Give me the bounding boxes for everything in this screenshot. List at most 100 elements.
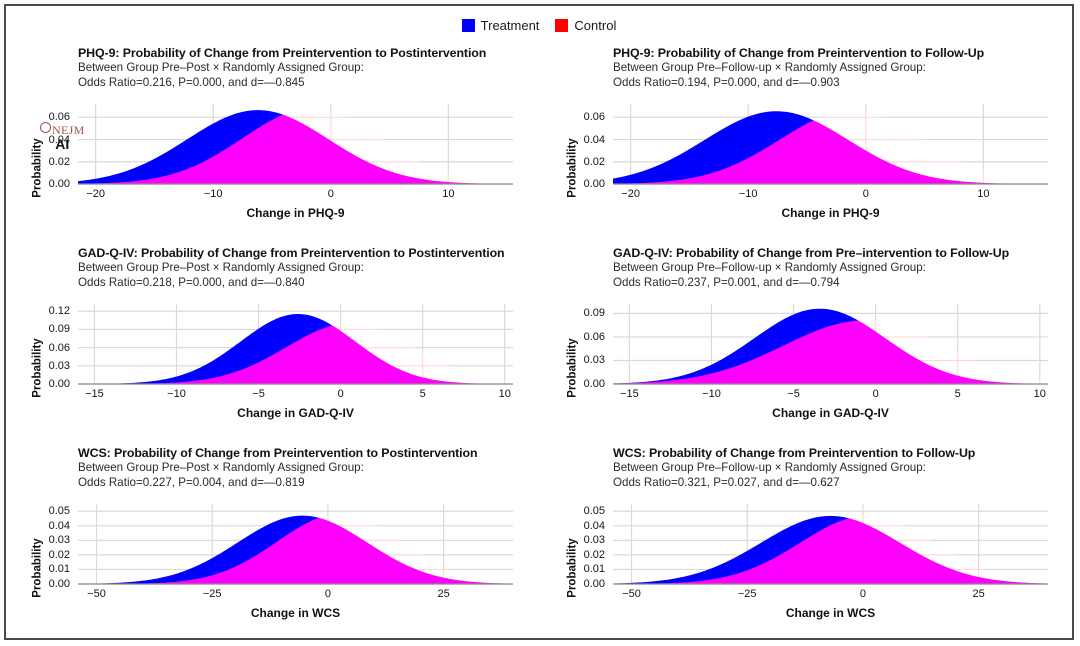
- chart-panel-gadqiv-followup: GAD-Q-IV: Probability of Change from Pre…: [541, 240, 1076, 440]
- density-curves: [613, 110, 1048, 184]
- chart-panel-gadqiv-post: GAD-Q-IV: Probability of Change from Pre…: [6, 240, 541, 440]
- x-axis-ticks: −20 −10 0 10: [78, 188, 513, 204]
- x-tick-label: −20: [621, 188, 640, 200]
- y-tick-label: 0.00: [583, 578, 605, 590]
- density-area-control: [613, 110, 1048, 184]
- panel-subtitle-line-1: Between Group Pre–Post × Randomly Assign…: [78, 261, 364, 274]
- panel-subtitle-line-1: Between Group Pre–Follow-up × Randomly A…: [613, 61, 926, 74]
- panel-title: WCS: Probability of Change from Preinter…: [78, 446, 478, 460]
- x-axis-label: Change in PHQ-9: [246, 206, 345, 220]
- panel-subtitle-line-2: Odds Ratio=0.194, P=0.000, and d=—0.903: [613, 76, 840, 90]
- x-tick-label: 5: [419, 388, 426, 400]
- y-tick-label: 0.03: [583, 354, 605, 367]
- panel-title: PHQ-9: Probability of Change from Preint…: [78, 46, 487, 60]
- y-axis-ticks: 0.00 0.03 0.06 0.09 0.12: [30, 304, 74, 390]
- y-tick-label: 0.02: [48, 155, 70, 168]
- plot-canvas: [613, 104, 1048, 184]
- chart-panel-phq9-post: PHQ-9: Probability of Change from Preint…: [6, 40, 541, 240]
- y-axis-ticks: 0.00 0.01 0.02 0.03 0.04 0.05: [30, 504, 74, 590]
- plot-area: Probability 0.00 0.02 0.04 0.06 −20 −10 0 10 Chan…: [6, 96, 541, 240]
- y-tick-label: 0.05: [48, 505, 70, 518]
- density-curves: [613, 308, 1048, 384]
- y-tick-label: 0.02: [583, 548, 605, 561]
- x-tick-label: −15: [85, 388, 104, 400]
- y-axis-ticks: 0.00 0.03 0.06 0.09: [565, 304, 609, 390]
- x-tick-label: −50: [622, 588, 641, 600]
- panel-title: PHQ-9: Probability of Change from Preint…: [613, 46, 985, 60]
- x-tick-label: 5: [954, 388, 961, 400]
- legend-swatch-treatment: [461, 18, 475, 32]
- plot-area: Probability 0.00 0.02 0.04 0.06 −20 −10 0 10 Chan…: [541, 96, 1076, 240]
- y-tick-label: 0.01: [48, 563, 70, 576]
- plot-area: Probability 0.00 0.03 0.06 0.09 0.12 −15 −10 −5 0…: [6, 296, 541, 440]
- y-tick-label: 0.04: [48, 519, 70, 532]
- y-tick-label: 0.06: [583, 330, 605, 343]
- y-tick-label: 0.12: [48, 305, 70, 318]
- panel-header: WCS: Probability of Change from Preinter…: [613, 446, 1070, 490]
- y-tick-label: 0.06: [48, 111, 70, 124]
- y-tick-label: 0.01: [583, 563, 605, 576]
- x-tick-label: 0: [859, 588, 866, 600]
- density-curves: [78, 514, 513, 584]
- x-tick-label: −15: [620, 388, 639, 400]
- x-axis-ticks: −15 −10 −5 0 5 10: [78, 388, 513, 404]
- x-axis-ticks: −15 −10 −5 0 5 10: [613, 388, 1048, 404]
- plot-canvas: [78, 104, 513, 184]
- x-tick-label: −50: [87, 588, 106, 600]
- panel-subtitle-line-1: Between Group Pre–Follow-up × Randomly A…: [613, 461, 926, 474]
- panel-title: GAD-Q-IV: Probability of Change from Pre…: [613, 246, 1010, 260]
- x-tick-label: 10: [442, 188, 455, 200]
- x-tick-label: −10: [702, 388, 721, 400]
- panel-subtitle-line-2: Odds Ratio=0.216, P=0.000, and d=—0.845: [78, 76, 305, 90]
- legend-item-treatment: Treatment: [461, 18, 539, 33]
- x-axis-ticks: −20 −10 0 10: [613, 188, 1048, 204]
- panel-subtitle-line-2: Odds Ratio=0.218, P=0.000, and d=—0.840: [78, 276, 305, 290]
- panel-header: WCS: Probability of Change from Preinter…: [78, 446, 535, 490]
- panel-grid: PHQ-9: Probability of Change from Preint…: [6, 40, 1076, 640]
- plot-canvas: [613, 304, 1048, 384]
- y-tick-label: 0.00: [48, 578, 70, 590]
- legend-item-control: Control: [555, 18, 616, 33]
- panel-header: GAD-Q-IV: Probability of Change from Pre…: [78, 246, 535, 290]
- y-tick-label: 0.02: [48, 548, 70, 561]
- plot-canvas: [613, 504, 1048, 584]
- chart-panel-phq9-followup: PHQ-9: Probability of Change from Preint…: [541, 40, 1076, 240]
- density-curves: [78, 314, 513, 384]
- plot-canvas: [78, 504, 513, 584]
- x-tick-label: −10: [167, 388, 186, 400]
- plot-area: Probability 0.00 0.03 0.06 0.09 −15 −10 −5 0 5 10 C…: [541, 296, 1076, 440]
- x-tick-label: 10: [1033, 388, 1046, 400]
- legend-swatch-control: [555, 18, 569, 32]
- panel-header: GAD-Q-IV: Probability of Change from Pre…: [613, 246, 1070, 290]
- x-tick-label: 25: [972, 588, 985, 600]
- y-axis-ticks: 0.00 0.02 0.04 0.06: [565, 104, 609, 190]
- y-tick-label: 0.03: [48, 359, 70, 372]
- x-tick-label: −5: [787, 388, 800, 400]
- plot-area: Probability 0.00 0.01 0.02 0.03 0.04 0.05 −50 −2…: [6, 496, 541, 640]
- x-tick-label: −20: [86, 188, 105, 200]
- y-tick-label: 0.02: [583, 155, 605, 168]
- y-tick-label: 0.09: [48, 323, 70, 336]
- x-tick-label: 10: [498, 388, 511, 400]
- y-tick-label: 0.04: [583, 519, 605, 532]
- y-tick-label: 0.00: [583, 378, 605, 390]
- y-axis-ticks: 0.00 0.01 0.02 0.03 0.04 0.05: [565, 504, 609, 590]
- x-tick-label: 0: [324, 588, 331, 600]
- x-axis-ticks: −50 −25 0 25: [613, 588, 1048, 604]
- panel-subtitle-line-1: Between Group Pre–Post × Randomly Assign…: [78, 461, 364, 474]
- x-tick-label: 0: [327, 188, 334, 200]
- y-axis-ticks: 0.00 0.02 0.04 0.06: [30, 104, 74, 190]
- panel-header: PHQ-9: Probability of Change from Preint…: [613, 46, 1070, 90]
- panel-subtitle-line-1: Between Group Pre–Post × Randomly Assign…: [78, 61, 364, 74]
- x-tick-label: −10: [738, 188, 758, 200]
- y-tick-label: 0.00: [48, 378, 70, 390]
- panel-title: GAD-Q-IV: Probability of Change from Pre…: [78, 246, 505, 260]
- y-tick-label: 0.06: [583, 111, 605, 124]
- y-tick-label: 0.06: [48, 341, 70, 354]
- x-tick-label: 0: [337, 388, 344, 400]
- panel-subtitle-line-1: Between Group Pre–Follow-up × Randomly A…: [613, 261, 926, 274]
- y-tick-label: 0.00: [48, 178, 70, 190]
- panel-subtitle-line-2: Odds Ratio=0.237, P=0.001, and d=—0.794: [613, 276, 840, 290]
- density-area-control: [78, 514, 513, 584]
- x-tick-label: 0: [872, 388, 879, 400]
